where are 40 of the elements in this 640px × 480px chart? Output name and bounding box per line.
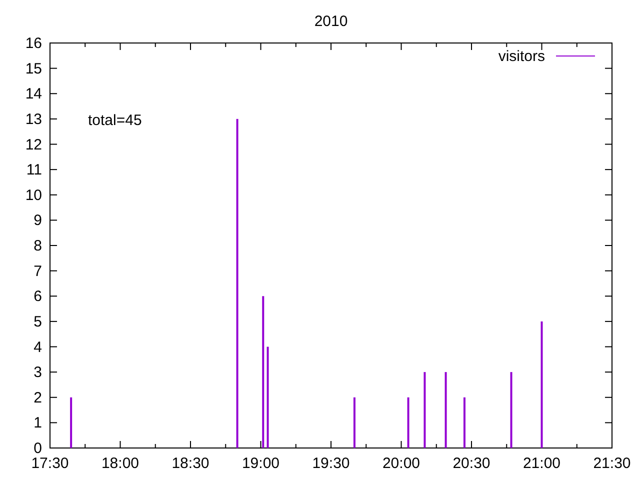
bar: [236, 118, 238, 448]
y-tick-label: 11: [26, 162, 42, 179]
annotation: total=45: [88, 112, 142, 129]
bar: [510, 372, 512, 448]
chart-title: 2010: [314, 13, 348, 30]
x-tick-label: 18:30: [172, 455, 210, 472]
bar: [262, 296, 264, 448]
y-tick-label: 14: [25, 86, 42, 103]
y-tick-label: 15: [25, 60, 42, 78]
bar: [540, 321, 543, 448]
bar: [266, 346, 269, 448]
y-tick-label: 0: [34, 440, 42, 457]
bar: [353, 397, 356, 448]
y-tick-label: 10: [25, 186, 42, 204]
y-tick-label: 12: [25, 136, 42, 154]
y-tick-label: 16: [25, 35, 42, 52]
y-tick-label: 6: [34, 288, 42, 306]
y-tick-label: 13: [25, 110, 42, 128]
y-tick-label: 2: [34, 389, 42, 406]
y-tick-label: 4: [34, 338, 42, 356]
y-tick-label: 1: [34, 414, 42, 432]
bar: [444, 372, 447, 448]
y-tick-label: 9: [34, 212, 42, 230]
bar: [70, 397, 72, 448]
x-tick-label: 20:30: [452, 455, 490, 472]
y-tick-label: 3: [34, 364, 42, 382]
x-tick-label: 20:00: [382, 455, 420, 472]
x-tick-label: 21:30: [593, 455, 631, 472]
y-tick-label: 7: [34, 262, 42, 280]
y-tick-label: 8: [34, 238, 42, 254]
x-tick-label: 19:30: [312, 455, 350, 472]
x-tick-label: 17:30: [31, 455, 69, 472]
text: visitors: [498, 48, 545, 65]
x-tick-label: 18:00: [101, 455, 140, 472]
x-tick-label: 21:00: [522, 455, 561, 472]
bar: [407, 397, 410, 448]
y-tick-label: 5: [34, 313, 42, 330]
x-tick-label: 19:00: [242, 455, 280, 472]
bar: [424, 372, 426, 448]
bar: [463, 397, 466, 448]
